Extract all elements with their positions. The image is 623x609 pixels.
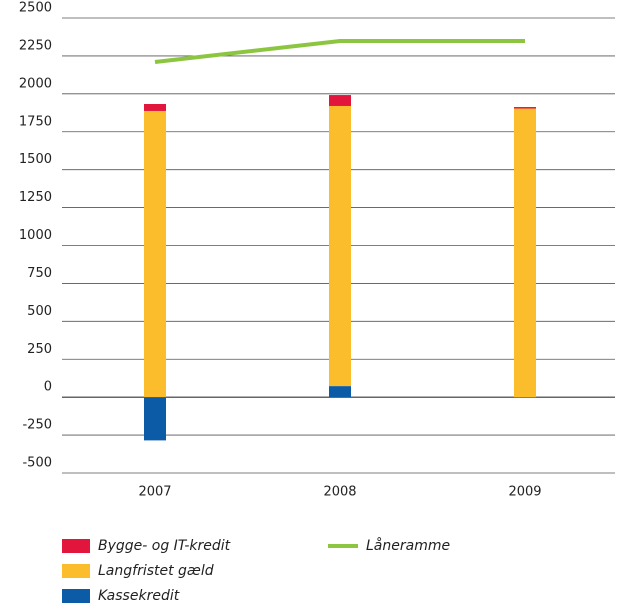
bar-segment [514, 107, 536, 109]
y-tick-label: -250 [22, 418, 52, 433]
y-tick-label: 250 [27, 342, 52, 357]
line-series [154, 39, 525, 64]
bar-segment [144, 110, 166, 398]
y-tick-label: 1500 [19, 152, 52, 167]
x-tick-label: 2009 [508, 485, 541, 500]
bar-segment [144, 397, 166, 441]
bar-segment [514, 108, 536, 398]
legend-label: Bygge- og IT-kredit [98, 538, 231, 554]
x-tick-label: 2007 [138, 485, 171, 500]
bar-segment [144, 103, 166, 111]
bar-segment [329, 105, 351, 387]
y-tick-label: 2250 [19, 38, 52, 53]
y-tick-label: 500 [27, 304, 52, 319]
x-tick-label: 2008 [323, 485, 356, 500]
y-tick-label: 2000 [19, 76, 52, 91]
y-tick-label: 1000 [19, 228, 52, 243]
legend-swatch [62, 539, 90, 553]
legend-swatch [62, 564, 90, 578]
legend-label: Kassekredit [98, 588, 180, 604]
y-tick-label: 1750 [19, 114, 52, 129]
bar-segment [329, 95, 351, 106]
y-tick-label: -500 [22, 456, 52, 471]
y-tick-label: 1250 [19, 190, 52, 205]
y-tick-label: 2500 [19, 1, 52, 16]
legend-label: Langfristet gæld [98, 563, 214, 579]
y-tick-label: 750 [27, 266, 52, 281]
legend-label: Låneramme [366, 537, 450, 554]
bar-segment [329, 386, 351, 398]
legend-swatch [62, 589, 90, 603]
y-tick-label: 0 [44, 380, 52, 395]
